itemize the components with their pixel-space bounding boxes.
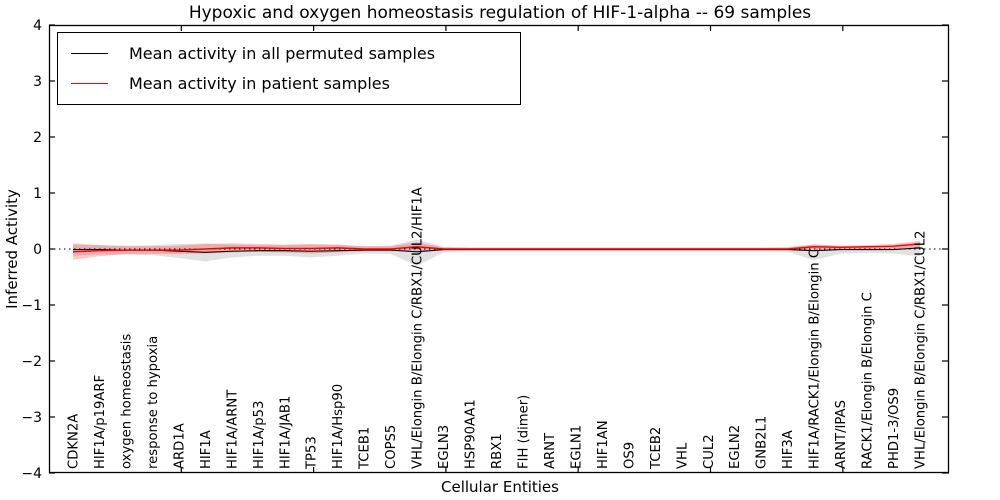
series-line-patient [72,243,921,253]
x-category-label: EGLN3 [437,425,452,469]
x-category-label: HIF1A/Hsp90 [331,384,346,469]
y-tick-label: −2 [21,354,42,370]
x-category-label: OS9 [622,442,637,469]
x-category-label: HIF1A [199,430,214,469]
y-tick-label: 0 [33,242,42,258]
x-category-label: HIF3A [781,430,796,469]
x-category-label: RACK1/Elongin B/Elongin C [861,292,876,469]
chart-title: Hypoxic and oxygen homeostasis regulatio… [188,3,812,23]
y-tick-label: 3 [33,74,42,90]
legend-item-patient: Mean activity in patient samples [58,68,520,98]
x-category-label: FIH (dimer) [516,395,531,469]
x-category-label: CDKN2A [67,414,82,469]
x-category-label: response to hypoxia [146,336,161,469]
x-category-label: COPS5 [384,425,399,469]
legend-label-patient: Mean activity in patient samples [129,73,390,93]
legend-label-permuted: Mean activity in all permuted samples [129,43,436,63]
x-category-label: VHL/Elongin B/Elongin C/RBX1/CUL2 [914,230,929,469]
x-category-label: VHL/Elongin B/Elongin C/RBX1/CUL2/HIF1A [411,187,426,469]
x-category-label: HIF1A/ARNT [225,389,240,469]
y-tick-label: −3 [21,410,42,426]
legend: Mean activity in all permuted samples Me… [57,32,521,105]
x-category-label: ARNT [543,432,558,469]
x-category-label: RBX1 [490,433,505,469]
y-tick-label: −1 [21,298,42,314]
legend-line-permuted-icon [71,52,108,54]
x-category-label: HSP90AA1 [464,399,479,469]
x-category-label: EGLN2 [728,425,743,469]
y-tick-label: 1 [33,186,42,202]
band-patient [73,240,920,260]
y-tick-label: 4 [33,18,42,34]
x-category-label: HIF1A/JAB1 [278,396,293,469]
x-category-label: EGLN1 [569,425,584,469]
x-category-label: HIF1A/RACK1/Elongin B/Elongin C [808,249,823,469]
y-tick-label: −4 [21,466,42,482]
x-category-label: ARD1A [172,423,187,469]
x-category-label: PHD1-3/OS9 [887,388,902,469]
x-category-label: HIF1A/p53 [252,401,267,469]
x-category-label: GNB2L1 [755,416,770,469]
x-category-label: HIF1AN [596,420,611,469]
x-category-label: VHL [675,442,690,469]
x-category-label: CUL2 [702,434,717,469]
x-category-label: oxygen homeostasis [119,334,134,469]
x-category-label: TP53 [305,436,320,470]
x-category-label: HIF1A/p19ARF [93,375,108,469]
x-category-label: ARNT/IPAS [834,400,849,469]
band-permuted [73,239,920,266]
x-category-label: TCEB2 [649,427,664,470]
legend-item-permuted: Mean activity in all permuted samples [58,38,520,68]
y-tick-label: 2 [33,130,42,146]
legend-line-patient-icon [71,82,108,84]
x-axis-label: Cellular Entities [441,478,559,496]
x-category-label: TCEB1 [358,427,373,470]
